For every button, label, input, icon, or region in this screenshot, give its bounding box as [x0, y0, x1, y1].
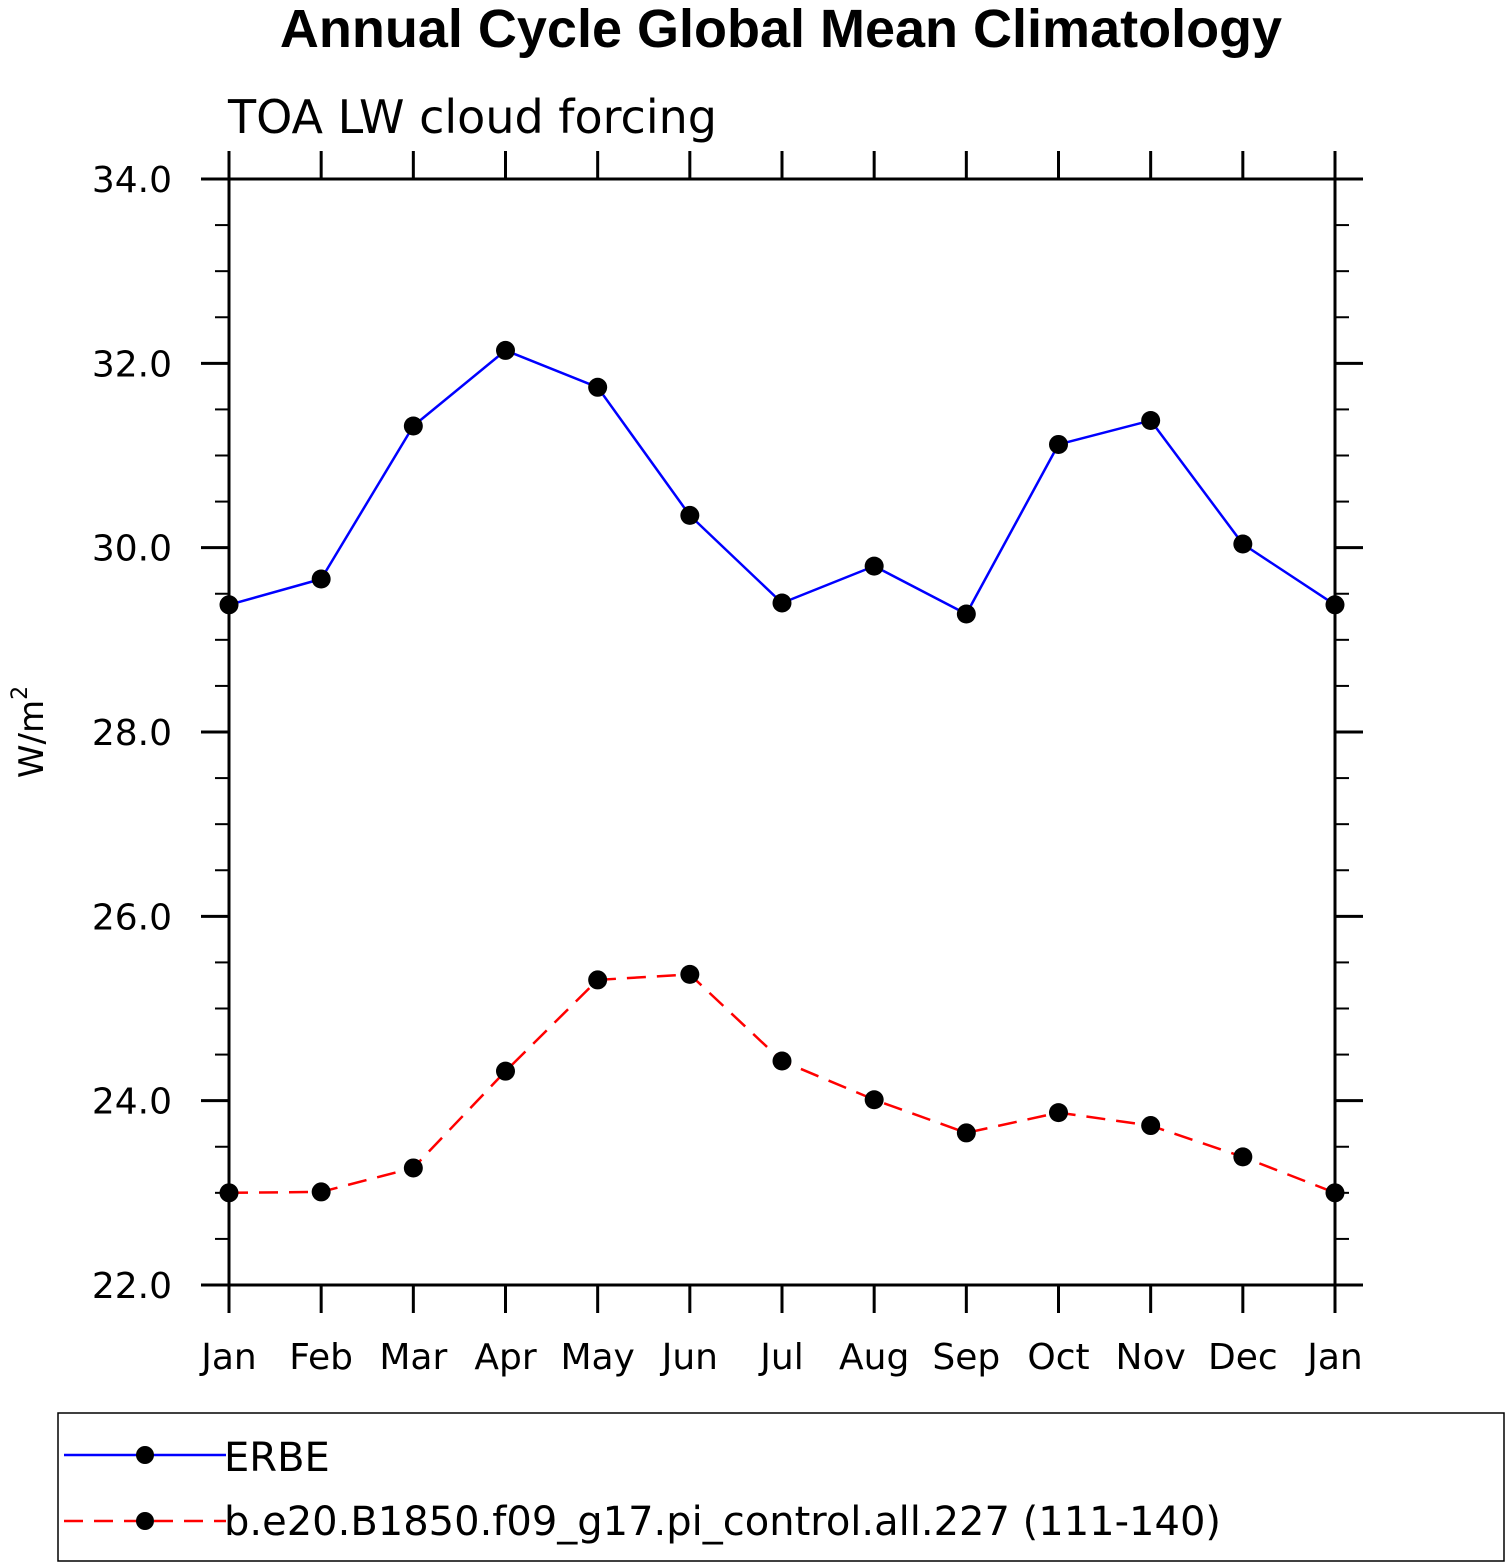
data-point-series-0	[403, 416, 423, 436]
data-point-series-1	[1049, 1103, 1068, 1123]
data-point-series-0	[1049, 434, 1068, 454]
legend-box	[57, 1412, 1505, 1562]
data-point-series-1	[403, 1158, 423, 1178]
plot-frame	[227, 177, 1337, 1287]
series-points	[219, 340, 1345, 1203]
x-tick-label: Feb	[289, 1337, 353, 1378]
legend: ERBE b.e20.B1850.f09_g17.pi_control.all.…	[57, 1412, 1505, 1562]
data-point-series-0	[219, 595, 239, 615]
data-point-series-1	[864, 1090, 884, 1110]
data-point-series-0	[1233, 534, 1253, 554]
data-point-series-1	[680, 964, 700, 984]
axis-ticks	[201, 151, 1363, 1313]
y-tick-label: 32.0	[92, 344, 172, 385]
legend-marker-erbe	[136, 1446, 154, 1464]
data-point-series-1	[1233, 1147, 1253, 1167]
y-tick-label: 22.0	[92, 1266, 172, 1307]
x-tick-label: Oct	[1027, 1337, 1089, 1378]
data-point-series-1	[588, 970, 608, 990]
data-point-series-0	[956, 604, 976, 624]
x-tick-label: Mar	[379, 1337, 447, 1378]
data-point-series-1	[496, 1061, 515, 1081]
legend-label-erbe: ERBE	[224, 1435, 330, 1481]
data-point-series-0	[864, 556, 884, 576]
y-tick-labels: 22.0 24.0 26.0 28.0 30.0 32.0 34.0	[92, 160, 172, 1307]
y-tick-label: 28.0	[92, 713, 172, 754]
y-tick-label: 34.0	[92, 160, 172, 201]
legend-marker-model	[136, 1512, 154, 1530]
series-line-1	[228, 973, 1336, 1195]
y-axis-label-text: W/m2	[8, 686, 52, 778]
y-axis-label-main: W/m	[12, 700, 52, 778]
x-tick-label: Sep	[932, 1337, 1000, 1378]
x-tick-label: Dec	[1208, 1337, 1278, 1378]
data-point-series-1	[772, 1051, 792, 1071]
data-point-series-0	[1141, 410, 1161, 430]
y-axis-label: W/m2	[8, 686, 52, 778]
data-point-series-1	[219, 1183, 239, 1203]
data-point-series-0	[588, 377, 608, 397]
data-point-series-0	[496, 340, 515, 360]
data-point-series-1	[1325, 1183, 1345, 1203]
x-tick-label: May	[560, 1337, 634, 1378]
x-tick-label: Jan	[199, 1337, 257, 1378]
x-tick-label: Jul	[758, 1337, 803, 1378]
x-tick-labels: Jan Feb Mar Apr May Jun Jul Aug Sep Oct Nov Dec Jan	[199, 1337, 1363, 1378]
x-tick-label: Jun	[660, 1337, 718, 1378]
y-tick-label: 26.0	[92, 897, 172, 938]
data-point-series-1	[956, 1123, 976, 1143]
data-point-series-1	[1141, 1116, 1161, 1136]
data-point-series-0	[772, 593, 792, 613]
legend-label-model: b.e20.B1850.f09_g17.pi_control.all.227 (…	[224, 1499, 1221, 1545]
series-line-0	[228, 349, 1336, 616]
x-tick-label: Apr	[474, 1337, 536, 1378]
data-point-series-0	[1325, 595, 1345, 615]
x-tick-label: Nov	[1116, 1337, 1186, 1378]
x-tick-label: Jan	[1305, 1337, 1363, 1378]
chart-title: Annual Cycle Global Mean Climatology	[280, 0, 1282, 59]
data-point-series-0	[311, 569, 331, 589]
y-tick-label: 30.0	[92, 529, 172, 570]
chart-subtitle: TOA LW cloud forcing	[227, 90, 717, 144]
data-point-series-1	[311, 1182, 331, 1202]
y-tick-label: 24.0	[92, 1082, 172, 1123]
x-tick-label: Aug	[839, 1337, 909, 1378]
data-point-series-0	[680, 505, 700, 525]
y-axis-label-superscript: 2	[8, 686, 33, 700]
